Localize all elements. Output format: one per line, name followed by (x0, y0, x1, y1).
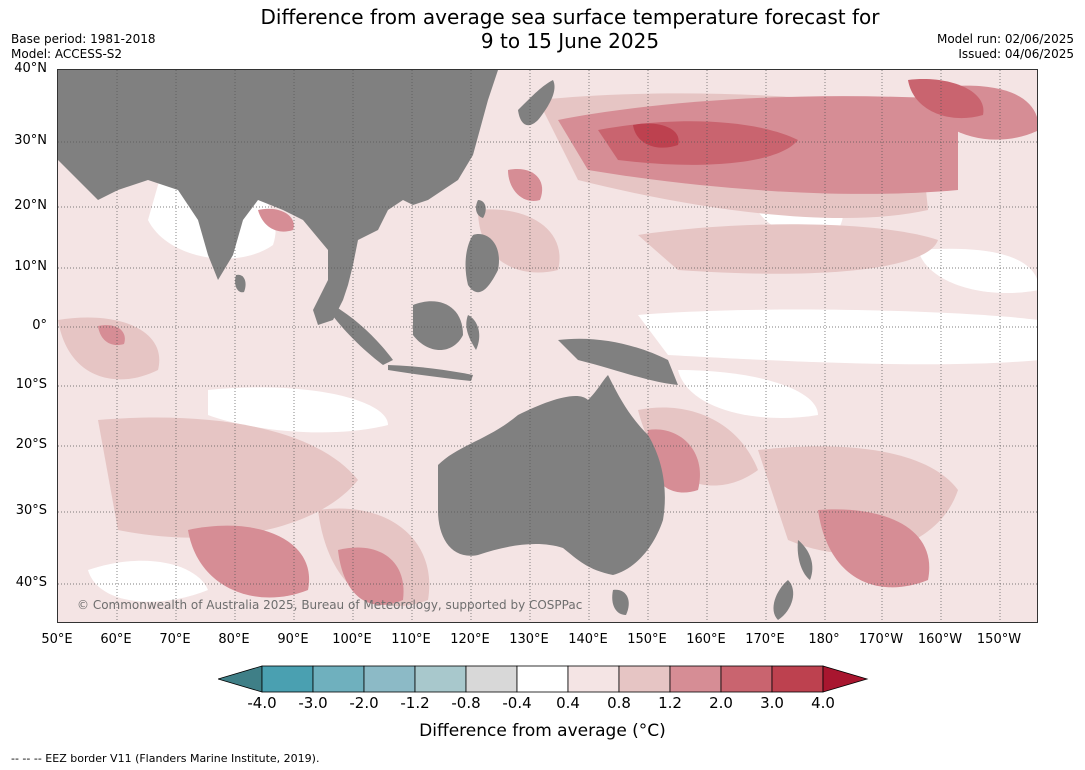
colorbar-tick: -3.0 (298, 694, 328, 712)
meta-right: Model run: 02/06/2025 Issued: 04/06/2025 (937, 32, 1074, 62)
lon-label: 170°W (858, 632, 904, 647)
lat-label: 20°N (14, 198, 47, 213)
chart-title: Difference from average sea surface temp… (0, 5, 1085, 53)
lon-label: 80°E (218, 632, 250, 647)
meta-left: Base period: 1981-2018 Model: ACCESS-S2 (11, 32, 156, 62)
lon-label: 50°E (41, 632, 73, 647)
lon-label: 110°E (391, 632, 431, 647)
lat-label: 10°S (15, 377, 47, 392)
land-mass (58, 70, 813, 620)
lat-label: 40°S (15, 575, 47, 590)
colorbar-cell (771, 665, 824, 693)
map-svg (58, 70, 1037, 622)
colorbar-cell (363, 665, 416, 693)
colorbar (218, 665, 869, 693)
colorbar-tick: -2.0 (349, 694, 379, 712)
lon-label: 150°W (976, 632, 1022, 647)
lat-label: 0° (32, 318, 47, 333)
base-period: Base period: 1981-2018 (11, 32, 156, 46)
colorbar-tick: -1.2 (400, 694, 430, 712)
issued-date: Issued: 04/06/2025 (958, 47, 1074, 61)
colorbar-cell (516, 665, 569, 693)
lat-label: 10°N (14, 259, 47, 274)
colorbar-cell (618, 665, 671, 693)
lon-label: 160°W (917, 632, 963, 647)
colorbar-cell (261, 665, 314, 693)
graticule (58, 70, 1037, 622)
lat-label: 40°N (14, 61, 47, 76)
colorbar-tick: 3.0 (760, 694, 784, 712)
colorbar-tick: 0.4 (556, 694, 580, 712)
colorbar-extend-low (218, 665, 263, 693)
model-name: Model: ACCESS-S2 (11, 47, 123, 61)
lon-label: 100°E (332, 632, 372, 647)
copyright-credit: © Commonwealth of Australia 2025, Bureau… (77, 598, 583, 612)
lon-label: 90°E (277, 632, 309, 647)
colorbar-tick: -0.8 (451, 694, 481, 712)
colorbar-cell (567, 665, 620, 693)
lon-label: 140°E (568, 632, 608, 647)
lat-label: 30°N (14, 133, 47, 148)
title-line-2: 9 to 15 June 2025 (480, 29, 660, 53)
lat-label: 30°S (15, 503, 47, 518)
colorbar-tick: -4.0 (247, 694, 277, 712)
eez-footnote: -- -- -- EEZ border V11 (Flanders Marine… (11, 752, 320, 765)
colorbar-tick: 4.0 (811, 694, 835, 712)
lon-label: 70°E (159, 632, 191, 647)
colorbar-extend-high (822, 665, 869, 693)
colorbar-tick: 1.2 (658, 694, 682, 712)
colorbar-cell (414, 665, 467, 693)
colorbar-tick: 2.0 (709, 694, 733, 712)
lon-label: 150°E (627, 632, 667, 647)
colorbar-cell (312, 665, 365, 693)
colorbar-cell (465, 665, 518, 693)
lon-label: 120°E (450, 632, 490, 647)
colorbar-tick: 0.8 (607, 694, 631, 712)
colorbar-tick: -0.4 (502, 694, 532, 712)
lon-label: 160°E (686, 632, 726, 647)
lon-label: 130°E (509, 632, 549, 647)
colorbar-label: Difference from average (°C) (419, 721, 666, 741)
title-line-1: Difference from average sea surface temp… (260, 5, 880, 29)
sst-anomaly-map (57, 69, 1038, 623)
lat-label: 20°S (15, 437, 47, 452)
lon-label: 170°E (745, 632, 785, 647)
anomaly-3-0-to-4-0 (633, 123, 679, 148)
model-run: Model run: 02/06/2025 (936, 32, 1074, 46)
colorbar-cell (720, 665, 773, 693)
lon-label: 180° (808, 632, 840, 647)
lon-label: 60°E (100, 632, 132, 647)
colorbar-cell (669, 665, 722, 693)
